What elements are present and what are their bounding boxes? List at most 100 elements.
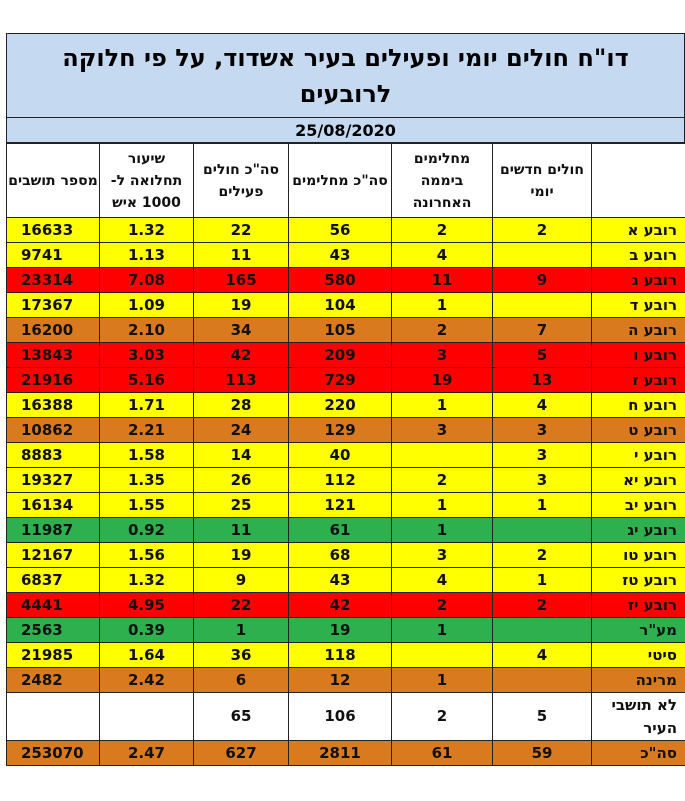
cell-residents: 8883 [6,442,100,468]
cell-new-daily: 3 [492,417,592,443]
cell-active-total: 65 [193,692,289,741]
report-date: 25/08/2020 [6,118,685,143]
cell-active-total: 28 [193,392,289,418]
cell-area: רובע יב [591,492,685,518]
cell-residents: 16200 [6,317,100,343]
cell-recovered-total: 43 [288,567,392,593]
cell-residents: 21985 [6,642,100,668]
cell-new-daily: 4 [492,642,592,668]
cell-infection-rate: 7.08 [99,267,194,293]
cell-recovered-day: 2 [391,217,493,243]
cell-new-daily: 7 [492,317,592,343]
cell-area: רובע ג [591,267,685,293]
table-row: רובע יב 1 1 121 25 1.55 16134 [6,492,685,518]
cell-recovered-day: 1 [391,667,493,693]
cell-area: סיטי [591,642,685,668]
table-row: מרינה 1 12 6 2.42 2482 [6,667,685,693]
cell-residents: 9741 [6,242,100,268]
cell-recovered-total: 580 [288,267,392,293]
cell-active-total: 42 [193,342,289,368]
cell-residents [6,692,100,741]
cell-recovered-day: 4 [391,567,493,593]
column-header-residents: מספר תושבים [6,143,100,218]
cell-new-daily: 13 [492,367,592,393]
table-row: רובע יג 1 61 11 0.92 11987 [6,517,685,543]
cell-new-daily: 3 [492,442,592,468]
cell-recovered-total: 19 [288,617,392,643]
table-row: רובע יז 2 2 42 22 4.95 4441 [6,592,685,618]
cell-new-daily: 2 [492,542,592,568]
cell-infection-rate: 1.32 [99,567,194,593]
cell-active-total: 627 [193,740,289,766]
cell-residents: 2482 [6,667,100,693]
table-row: רובע יא 3 2 112 26 1.35 19327 [6,467,685,493]
cell-infection-rate: 2.42 [99,667,194,693]
cell-active-total: 22 [193,592,289,618]
cell-active-total: 11 [193,242,289,268]
cell-recovered-day: 11 [391,267,493,293]
cell-residents: 19327 [6,467,100,493]
table-row: לא תושבי העיר 5 2 106 65 [6,692,685,741]
cell-recovered-day: 61 [391,740,493,766]
cell-recovered-day: 1 [391,392,493,418]
cell-recovered-total: 61 [288,517,392,543]
cell-area: רובע ב [591,242,685,268]
cell-new-daily [492,617,592,643]
table-row: סיטי 4 118 36 1.64 21985 [6,642,685,668]
cell-area: רובע טז [591,567,685,593]
districts-table: חולים חדשים יומי מחלימים ביממה האחרונה ס… [6,143,685,766]
cell-active-total: 19 [193,542,289,568]
cell-area: רובע יז [591,592,685,618]
cell-new-daily: 5 [492,342,592,368]
column-header-area [591,143,685,218]
cell-area: רובע ח [591,392,685,418]
column-header-infection-rate: שיעור תחלואה ל- 1000 איש [99,143,194,218]
cell-residents: 4441 [6,592,100,618]
cell-recovered-total: 129 [288,417,392,443]
cell-recovered-day [391,442,493,468]
cell-active-total: 9 [193,567,289,593]
cell-new-daily: 2 [492,217,592,243]
cell-residents: 16633 [6,217,100,243]
cell-infection-rate: 1.32 [99,217,194,243]
cell-area: רובע ה [591,317,685,343]
cell-active-total: 14 [193,442,289,468]
cell-recovered-total: 112 [288,467,392,493]
cell-recovered-day: 3 [391,542,493,568]
cell-infection-rate: 1.55 [99,492,194,518]
cell-new-daily [492,292,592,318]
cell-residents: 253070 [6,740,100,766]
cell-new-daily: 59 [492,740,592,766]
cell-infection-rate: 2.21 [99,417,194,443]
table-row: רובע ח 4 1 220 28 1.71 16388 [6,392,685,418]
cell-recovered-day: 3 [391,342,493,368]
table-row: רובע ד 1 104 19 1.09 17367 [6,292,685,318]
cell-active-total: 22 [193,217,289,243]
table-row: רובע ג 9 11 580 165 7.08 23314 [6,267,685,293]
cell-recovered-day: 4 [391,242,493,268]
cell-active-total: 6 [193,667,289,693]
cell-residents: 16388 [6,392,100,418]
cell-recovered-total: 121 [288,492,392,518]
cell-infection-rate [99,692,194,741]
table-row: רובע טו 2 3 68 19 1.56 12167 [6,542,685,568]
cell-new-daily: 1 [492,567,592,593]
cell-residents: 11987 [6,517,100,543]
cell-recovered-total: 40 [288,442,392,468]
cell-new-daily: 4 [492,392,592,418]
cell-recovered-day: 19 [391,367,493,393]
cell-new-daily: 9 [492,267,592,293]
cell-area: רובע ו [591,342,685,368]
cell-residents: 21916 [6,367,100,393]
table-row: רובע י 3 40 14 1.58 8883 [6,442,685,468]
cell-active-total: 11 [193,517,289,543]
cell-area: לא תושבי העיר [591,692,685,741]
cell-recovered-total: 42 [288,592,392,618]
cell-recovered-total: 220 [288,392,392,418]
cell-area: רובע טו [591,542,685,568]
cell-active-total: 34 [193,317,289,343]
cell-residents: 16134 [6,492,100,518]
cell-new-daily [492,517,592,543]
cell-residents: 12167 [6,542,100,568]
cell-recovered-day: 2 [391,467,493,493]
